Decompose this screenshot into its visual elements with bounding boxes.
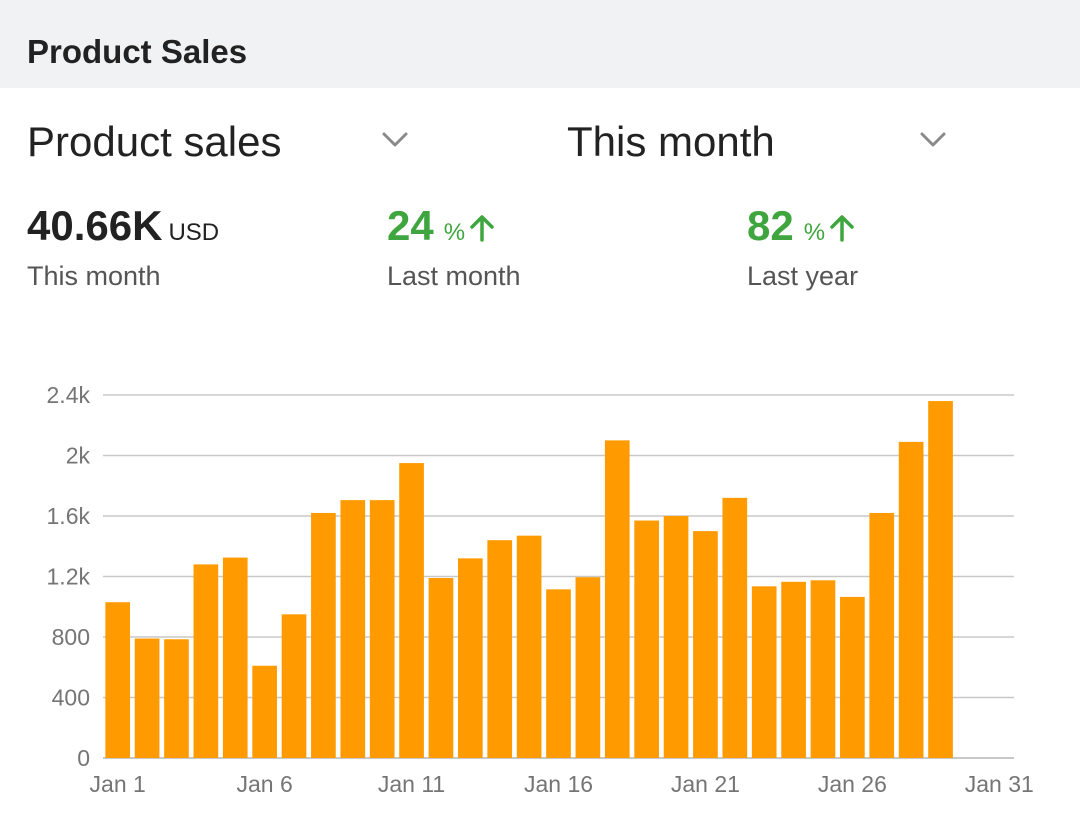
period-dropdown[interactable]: This month <box>567 112 957 172</box>
y-tick-label: 400 <box>52 685 90 711</box>
bar-day-9[interactable] <box>340 500 366 758</box>
last-year-change-value: 82 <box>747 202 794 249</box>
y-tick-label: 2k <box>66 443 91 469</box>
arrow-up-icon <box>830 215 854 242</box>
x-tick-label: Jan 21 <box>671 771 740 797</box>
metric-last-year: 82% Last year <box>747 198 858 296</box>
total-sales-label: This month <box>27 261 161 291</box>
bar-day-20[interactable] <box>663 516 689 758</box>
bar-day-7[interactable] <box>281 614 307 758</box>
y-tick-label: 0 <box>77 745 90 771</box>
bar-day-1[interactable] <box>105 602 131 758</box>
metric-total: 40.66K USD This month <box>27 198 219 296</box>
bar-day-26[interactable] <box>840 596 865 758</box>
x-tick-label: Jan 31 <box>965 771 1034 797</box>
bar-day-28[interactable] <box>898 441 924 758</box>
app-header: Product Sales <box>0 0 1080 88</box>
bar-day-16[interactable] <box>546 589 571 758</box>
y-tick-label: 800 <box>52 624 90 650</box>
bar-day-27[interactable] <box>869 512 895 758</box>
bar-day-12[interactable] <box>428 578 454 758</box>
bar-day-15[interactable] <box>516 535 542 758</box>
period-dropdown-label: This month <box>567 118 775 165</box>
arrow-up-icon <box>470 215 494 242</box>
bar-day-17[interactable] <box>575 577 601 758</box>
x-tick-label: Jan 6 <box>236 771 292 797</box>
page-title: Product Sales <box>27 33 248 70</box>
bar-day-21[interactable] <box>693 531 718 758</box>
bar-day-2[interactable] <box>134 638 160 758</box>
x-tick-label: Jan 26 <box>818 771 887 797</box>
percent-unit: % <box>803 219 826 246</box>
sales-bar-chart: 0 400 800 1.2k 1.6k 2k 2.4k Jan 1 Jan 6 Jan 11 Jan… <box>47 382 1034 797</box>
chevron-down-icon <box>920 132 946 147</box>
bar-day-19[interactable] <box>634 520 660 758</box>
x-tick-label: Jan 11 <box>378 771 445 797</box>
bar-day-23[interactable] <box>751 586 777 758</box>
metric-dropdown-label: Product sales <box>27 118 282 165</box>
bar-day-24[interactable] <box>781 581 806 758</box>
x-tick-label: Jan 1 <box>90 771 146 797</box>
last-year-label: Last year <box>747 261 859 291</box>
percent-unit: % <box>443 219 466 246</box>
y-tick-label: 1.6k <box>47 503 91 529</box>
bar-day-29[interactable] <box>928 401 953 758</box>
bar-day-22[interactable] <box>722 497 748 758</box>
bar-day-18[interactable] <box>604 440 630 758</box>
bar-day-13[interactable] <box>457 558 483 758</box>
y-tick-label: 1.2k <box>47 564 91 590</box>
bar-day-8[interactable] <box>311 512 336 758</box>
last-month-label: Last month <box>387 261 521 291</box>
bar-day-14[interactable] <box>487 540 513 758</box>
bar-day-3[interactable] <box>164 639 189 758</box>
x-tick-label: Jan 16 <box>524 771 593 797</box>
metric-last-month: 24% Last month <box>387 198 521 296</box>
bar-day-6[interactable] <box>252 665 277 758</box>
total-sales-value: 40.66K <box>27 202 163 249</box>
bar-day-5[interactable] <box>222 557 248 758</box>
metric-dropdown[interactable]: Product sales <box>27 112 417 172</box>
bar-day-10[interactable] <box>369 500 395 758</box>
bar-day-25[interactable] <box>810 580 836 758</box>
bar-day-11[interactable] <box>399 463 424 758</box>
last-month-change-value: 24 <box>387 202 434 249</box>
currency-unit: USD <box>168 219 220 246</box>
y-tick-label: 2.4k <box>47 382 91 408</box>
bar-day-4[interactable] <box>193 564 219 758</box>
chevron-down-icon <box>382 132 408 147</box>
